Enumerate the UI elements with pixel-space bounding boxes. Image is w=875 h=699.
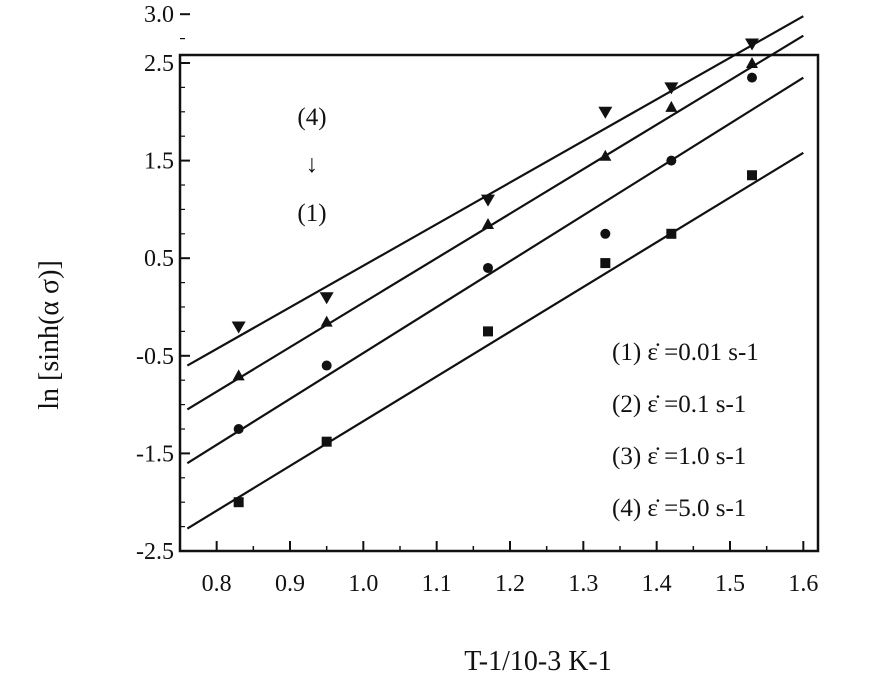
legend: (1) ε̇ =0.01 s-1 (2) ε̇ =0.1 s-1 (3) ε̇ … [612,339,759,522]
y-tick-label: 2.5 [144,51,174,77]
x-tick-label: 0.8 [202,571,232,597]
x-axis-title: T-1/10-3 K-1 [464,646,612,677]
data-point-series-3 [600,228,611,239]
x-tick-label: 1.6 [788,571,818,597]
data-point-series-1 [231,321,246,334]
data-point-series-3 [233,424,244,434]
data-point-series-2 [599,149,612,161]
fit-line-series-2 [186,34,804,411]
data-point-series-2 [320,315,333,327]
y-tick-label: -2.5 [136,539,174,565]
annotation-bottom: (1) [297,200,326,227]
legend-entry: (2) ε̇ =0.1 s-1 [612,391,746,418]
x-tick-labels: 0.8 0.9 1.0 1.1 1.2 1.3 1.4 1.5 1.6 [202,571,819,597]
fit-line-series-3 [186,76,804,465]
x-tick-label: 1.3 [568,571,598,597]
plot-area [178,13,820,553]
data-point-series-4 [747,170,757,181]
data-point-series-1 [481,194,495,207]
data-point-series-4 [666,228,677,239]
plot-frame [178,53,820,553]
y-axis-title: ln [sinh(α σ)] [34,260,65,410]
data-point-series-2 [665,100,678,112]
data-point-series-3 [747,72,757,83]
fit-line-series-4 [186,151,804,530]
data-point-series-1 [598,106,613,119]
data-point-series-3 [666,155,677,166]
y-tick-labels: 3.0 2.5 1.5 0.5 -0.5 -1.5 -2.5 [136,2,174,565]
data-point-series-4 [600,258,611,269]
y-tick-label: 3.0 [144,2,174,28]
x-tick-label: 1.4 [642,571,672,597]
y-tick-label: 1.5 [144,149,174,175]
data-point-series-2 [746,57,758,68]
legend-entry: (1) ε̇ =0.01 s-1 [612,339,759,366]
x-tick-label: 0.9 [275,571,305,597]
data-point-series-4 [483,326,493,337]
data-point-series-1 [745,38,759,51]
x-tick-label: 1.1 [422,571,452,597]
legend-entry: (3) ε̇ =1.0 s-1 [612,443,746,470]
data-point-series-4 [233,497,244,508]
x-tick-label: 1.0 [348,571,378,597]
data-point-series-3 [321,360,332,371]
x-tick-label: 1.5 [715,571,745,597]
data-point-series-2 [482,218,494,230]
fit-line-series-1 [186,15,804,367]
y-tick-label: -1.5 [136,441,174,467]
data-point-series-2 [232,369,245,381]
data-point-series-1 [664,82,679,95]
legend-entry: (4) ε̇ =5.0 s-1 [612,495,746,522]
data-point-series-1 [319,292,334,305]
annotation-arrow: ↓ [306,151,319,178]
data-point-series-3 [483,262,493,273]
y-tick-label: -0.5 [136,344,174,370]
annotation-top: (4) [297,104,326,131]
x-tick-label: 1.2 [495,571,525,597]
y-tick-label: 0.5 [144,246,174,272]
data-point-series-4 [321,436,332,447]
